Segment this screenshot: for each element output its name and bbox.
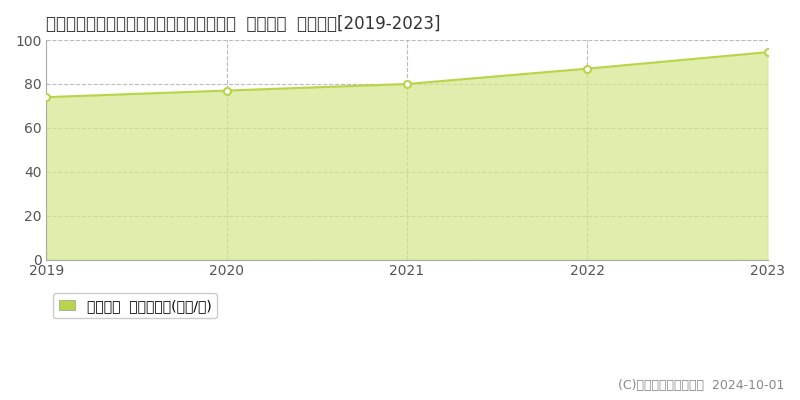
Text: (C)土地価格ドットコム  2024-10-01: (C)土地価格ドットコム 2024-10-01 bbox=[618, 379, 784, 392]
Legend: 基準地価  平均坪単価(万円/坪): 基準地価 平均坪単価(万円/坪) bbox=[53, 293, 217, 318]
Text: 茨城県つくば市研究学園５丁目１２番４外  基準地価  地価推移[2019-2023]: 茨城県つくば市研究学園５丁目１２番４外 基準地価 地価推移[2019-2023] bbox=[46, 15, 441, 33]
